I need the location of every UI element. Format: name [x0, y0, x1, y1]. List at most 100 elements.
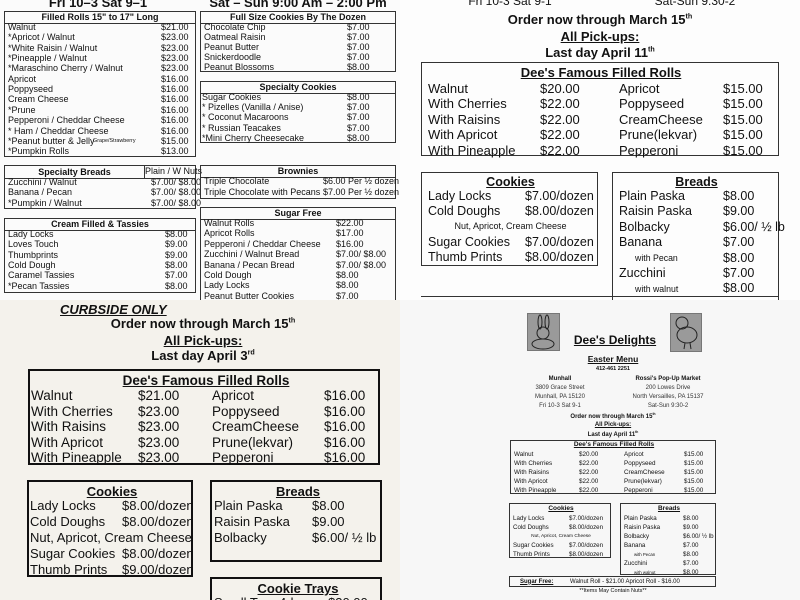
- item-price: $7.00: [336, 290, 359, 300]
- item-name: Pepperoni / Cheddar Cheese: [8, 115, 125, 126]
- item-name: Poppyseed: [619, 96, 685, 112]
- item-name: *Mini Cherry Cheesecake: [202, 132, 305, 143]
- item-name: Walnut: [428, 81, 468, 96]
- pickups-heading: All Pick-ups:: [594, 422, 632, 428]
- sugar-free-section: Sugar Free Walnut Rolls $22.00 Apricot Roll…: [200, 207, 396, 300]
- item-price: $9.00: [312, 514, 345, 529]
- order-deadline-text: Order now through March 15: [507, 12, 686, 27]
- item-name: Zucchini / Walnut Bread: [204, 249, 300, 260]
- item-name: Apricot Rolls: [204, 228, 255, 239]
- item-price: $6.00/ ½ lb: [312, 530, 377, 545]
- last-pickup-day-suffix: th: [648, 45, 655, 54]
- cream-filled-tassies-section-title: Cream Filled & Tassies: [5, 219, 195, 231]
- item-name: Bolbacky: [619, 219, 670, 234]
- item-price: $16.00: [161, 104, 189, 115]
- item-price: $8.00/dozen: [122, 546, 194, 561]
- item-name: with Pecan: [634, 552, 656, 558]
- item-price: $7.00: [347, 112, 370, 123]
- item-name: * Ham / Cheddar Cheese: [8, 125, 109, 136]
- item-price: $30.00: [328, 596, 368, 600]
- item-name: Cold Dough: [8, 259, 56, 270]
- item-price: $15.00: [684, 486, 704, 494]
- item-price: $8.00: [723, 189, 755, 203]
- item-name: Prune(lekvar): [212, 434, 294, 450]
- item-name: * Coconut Macaroons: [202, 112, 289, 123]
- item-price: $7.00/dozen: [569, 541, 604, 549]
- item-name: Pepperoni: [624, 486, 653, 494]
- item-name: Peanut Butter: [204, 42, 260, 52]
- hours-right: Sat-Sun 9:30-2: [654, 0, 736, 8]
- item-name: With Pineapple: [31, 450, 122, 466]
- item-name: Banana / Pecan Bread: [204, 259, 295, 270]
- item-name: *Pecan Tassies: [8, 280, 70, 291]
- item-name: CreamCheese: [619, 111, 703, 127]
- chick-icon: [675, 316, 698, 350]
- item-price: $23.00: [138, 403, 180, 419]
- item-price: $22.00: [336, 218, 364, 228]
- item-price: $16.00: [161, 94, 189, 105]
- item-price: $8.00: [165, 229, 188, 239]
- item-name: Thumb Prints: [513, 550, 550, 558]
- location-line: Munhall, PA 15120: [535, 394, 585, 400]
- item-name: Chocolate Chip: [204, 22, 266, 32]
- item-price: $15.00: [684, 477, 704, 485]
- last-pickup-day-suffix: th: [635, 430, 639, 434]
- item-name: Prune(lekvar): [619, 127, 698, 143]
- item-note: Grape/Strawberry: [93, 137, 136, 144]
- last-pickup-day: Last day April 3rd: [151, 349, 254, 362]
- item-name: Banana: [624, 542, 646, 549]
- item-name: Oatmeal Raisin: [204, 32, 266, 42]
- item-name: Sugar Cookies: [202, 92, 262, 102]
- item-price: $7.00: [723, 266, 755, 280]
- item-price: $8.00: [165, 280, 188, 291]
- breads-section: Breads Plain Paska $8.00 Raisin Paska $9.00 B…: [210, 480, 382, 562]
- item-name: With Pineapple: [514, 486, 557, 494]
- item-name: Cold Dough: [204, 270, 252, 280]
- item-name: Bolbacky: [214, 530, 267, 545]
- location-line: 3809 Grace Street: [535, 385, 585, 391]
- item-price: $9.00: [165, 239, 188, 250]
- item-price: $16.00: [161, 84, 189, 95]
- filled-rolls-section-title: Dee's Famous Filled Rolls: [520, 65, 682, 80]
- last-pickup-day-text: Last day April 11: [545, 45, 649, 60]
- item-name: *Pumpkin / Walnut: [8, 197, 82, 208]
- item-name: with walnut: [635, 283, 679, 294]
- location-line: North Versailles, PA 15137: [632, 394, 704, 400]
- item-name: Sugar Cookies: [513, 541, 554, 549]
- item-name: Raisin Paska: [619, 204, 692, 219]
- specialty-cookies-section-title: Specialty Cookies: [201, 82, 395, 94]
- item-price: $8.00/dozen: [525, 204, 594, 219]
- item-price: $22.00: [540, 96, 580, 112]
- item-price: $15.00: [684, 451, 704, 458]
- cookies-section-title: Cookies: [86, 484, 138, 499]
- item-name: Thumb Prints: [30, 562, 108, 577]
- item-name: With Raisins: [428, 111, 501, 127]
- item-price: $9.00/dozen: [122, 562, 194, 577]
- item-name: CreamCheese: [212, 419, 300, 435]
- item-price: $8.00: [165, 259, 188, 270]
- item-name: *Pumpkin Rolls: [8, 146, 70, 157]
- item-price: $8.00/dozen: [122, 498, 194, 513]
- item-name: Walnut: [31, 388, 73, 403]
- item-name: Loves Touch: [8, 239, 59, 250]
- order-deadline-text: Order now through March 15: [570, 414, 653, 420]
- bunny-illustration: [527, 313, 560, 351]
- item-price: $16.00: [161, 115, 189, 126]
- item-name: Bolbacky: [624, 533, 650, 540]
- item-name: With Raisins: [514, 468, 549, 476]
- item-name: *Apricot / Walnut: [8, 32, 75, 43]
- last-pickup-day-suffix: rd: [247, 348, 255, 357]
- item-price: $6.00 Per ½ dozen: [323, 176, 400, 186]
- item-price: $23.00: [138, 450, 180, 466]
- item-price: $7.00: [723, 235, 755, 250]
- item-price: $21.00: [138, 388, 180, 403]
- item-name: Plain Paska: [619, 189, 686, 203]
- specialty-cookies-section: Specialty Cookies Sugar Cookies $8.00 * Piz…: [200, 81, 396, 143]
- item-price: $8.00: [336, 270, 359, 280]
- menu-photo-top-left: Fri 10–3 Sat 9–1 Sat – Sun 9:00 Am – 2:00…: [0, 0, 400, 300]
- order-deadline-text: Order now through March 15: [110, 316, 289, 331]
- item-name: *Maraschino Cherry / Walnut: [8, 63, 123, 74]
- item-price: $8.00: [683, 515, 699, 522]
- item-price: $8.00: [347, 92, 370, 102]
- item-name: Plain Paska: [214, 498, 283, 513]
